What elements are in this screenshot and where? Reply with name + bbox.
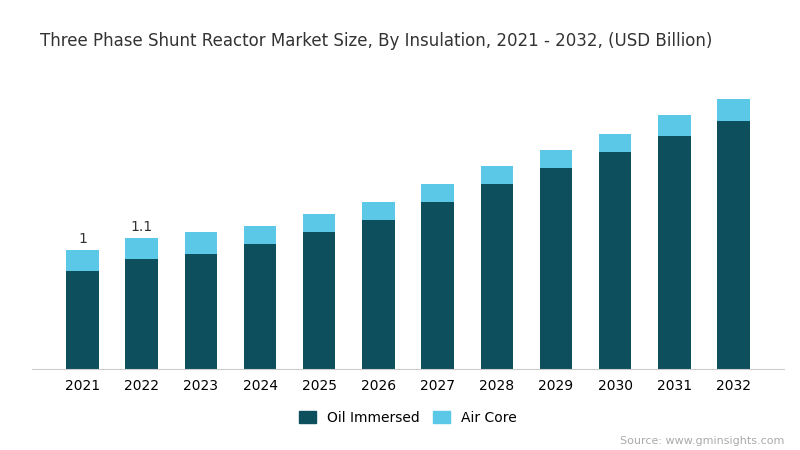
Text: 1.1: 1.1 bbox=[130, 220, 153, 234]
Bar bbox=[66, 271, 98, 369]
Bar bbox=[185, 254, 217, 369]
Bar bbox=[66, 250, 98, 271]
Text: Source: www.gminsights.com: Source: www.gminsights.com bbox=[620, 436, 784, 446]
Bar bbox=[303, 232, 335, 369]
Bar bbox=[718, 121, 750, 369]
Text: 1: 1 bbox=[78, 232, 87, 246]
Bar bbox=[126, 259, 158, 369]
Bar bbox=[244, 243, 276, 369]
Bar bbox=[599, 152, 631, 369]
Bar bbox=[481, 166, 513, 184]
Bar bbox=[126, 238, 158, 259]
Bar bbox=[244, 226, 276, 243]
Bar bbox=[658, 115, 690, 136]
Bar bbox=[362, 202, 394, 220]
Bar bbox=[362, 220, 394, 369]
Bar bbox=[599, 134, 631, 152]
Bar bbox=[718, 99, 750, 121]
Bar bbox=[185, 232, 217, 254]
Bar bbox=[422, 184, 454, 202]
Bar bbox=[540, 168, 572, 369]
Bar bbox=[303, 214, 335, 232]
Bar bbox=[481, 184, 513, 369]
Bar bbox=[658, 136, 690, 369]
Bar bbox=[540, 150, 572, 168]
Bar bbox=[422, 202, 454, 369]
Legend: Oil Immersed, Air Core: Oil Immersed, Air Core bbox=[294, 405, 522, 430]
Text: Three Phase Shunt Reactor Market Size, By Insulation, 2021 - 2032, (USD Billion): Three Phase Shunt Reactor Market Size, B… bbox=[40, 32, 712, 50]
